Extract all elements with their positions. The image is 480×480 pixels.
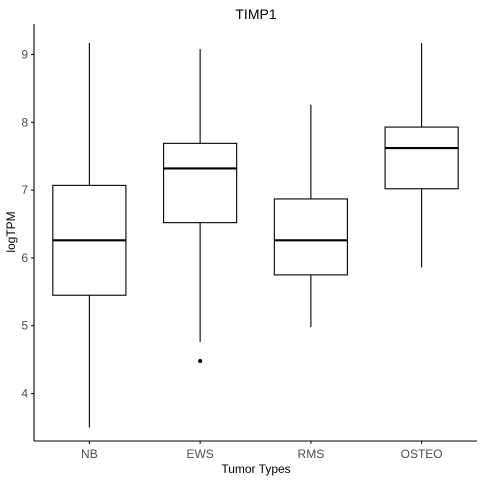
x-axis-title: Tumor Types	[221, 462, 290, 476]
plot-area	[52, 42, 459, 428]
outlier-point	[198, 358, 203, 363]
x-tick-label: RMS	[298, 447, 325, 461]
box-nb	[52, 42, 127, 428]
y-axis-ticks: 4 5 6 7 8 9	[21, 48, 34, 401]
box-ews	[163, 49, 238, 363]
iqr-box	[384, 126, 459, 190]
x-tick-label: OSTEO	[401, 447, 443, 461]
box-rms	[273, 104, 348, 328]
chart-title: TIMP1	[235, 6, 276, 22]
y-tick-label: 9	[21, 48, 28, 62]
box-osteo	[384, 42, 459, 268]
y-tick-label: 8	[21, 115, 28, 129]
y-tick-label: 4	[21, 387, 28, 401]
x-tick-label: NB	[81, 447, 98, 461]
x-axis-ticks: NB EWS RMS OSTEO	[81, 441, 443, 461]
y-axis-title: logTPM	[4, 211, 18, 252]
iqr-box	[273, 198, 348, 276]
y-tick-label: 5	[21, 319, 28, 333]
y-tick-label: 6	[21, 251, 28, 265]
x-tick-label: EWS	[186, 447, 213, 461]
iqr-box	[163, 142, 238, 224]
y-tick-label: 7	[21, 183, 28, 197]
